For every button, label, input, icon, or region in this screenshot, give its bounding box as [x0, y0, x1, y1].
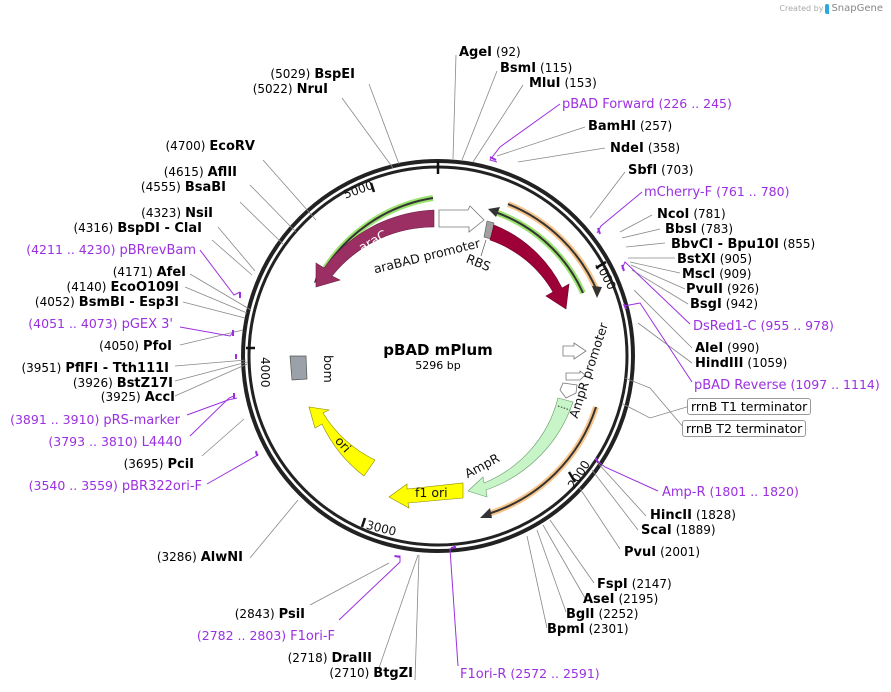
enzyme-label-bstxi[interactable]: BstXI (905) [677, 252, 753, 267]
primer-label-pbrrevbam[interactable]: (4211 .. 4230) pBRrevBam [26, 242, 196, 258]
enzyme-label-pfoi[interactable]: (4050) PfoI [99, 339, 172, 354]
enzyme-label-draiii[interactable]: (2718) DraIII [287, 651, 372, 666]
enzyme-label-asei[interactable]: AseI (2195) [583, 592, 659, 607]
enzyme-label-pcii[interactable]: (3695) PciI [123, 457, 194, 472]
primer-label-pbad-forward[interactable]: pBAD Forward (226 .. 245) [562, 96, 732, 112]
primer-label-pbr322ori-f[interactable]: (3540 .. 3559) pBR322ori-F [28, 478, 202, 494]
primer-label-f1ori-f[interactable]: (2782 .. 2803) F1ori-F [196, 628, 335, 644]
enzyme-label-bgli[interactable]: BglI (2252) [566, 607, 639, 622]
primer-label-f1ori-r[interactable]: F1ori-R (2572 .. 2591) [460, 666, 600, 682]
enzyme-label-bamhi[interactable]: BamHI (257) [588, 119, 673, 134]
credit-brand: SnapGene [831, 3, 883, 14]
tick-5000 [369, 182, 376, 193]
primer-label-prs-marker[interactable]: (3891 .. 3910) pRS-marker [10, 412, 180, 428]
enzyme-label-bpmi[interactable]: BpmI (2301) [547, 622, 629, 637]
enzyme-label-bspdi-clai[interactable]: (4316) BspDI - ClaI [73, 221, 202, 236]
enzyme-label-nsii[interactable]: (4323) NsiI [141, 206, 213, 221]
feature-bom[interactable]: bom [289, 355, 336, 383]
enzyme-label-mlui[interactable]: MluI (153) [529, 76, 597, 91]
terminator-label-rrnb-t1[interactable]: rrnB T1 terminator [687, 398, 812, 415]
tick-3000 [360, 517, 367, 528]
enzyme-label-hindiii[interactable]: HindIII (1059) [695, 356, 788, 371]
plasmid-name: pBAD mPlum [383, 341, 493, 359]
enzyme-label-bsabi[interactable]: (4555) BsaBI [140, 180, 226, 195]
enzyme-label-bsgi[interactable]: BsgI (942) [690, 297, 759, 312]
enzyme-label-ecoo109i[interactable]: (4140) EcoO109I [66, 280, 179, 295]
enzyme-label-ncoi[interactable]: NcoI (781) [657, 207, 726, 222]
enzyme-label-acci[interactable]: (3925) AccI [100, 390, 175, 405]
credit-prefix: Created by [779, 4, 824, 13]
primer-marks [232, 156, 627, 558]
plasmid-length: 5296 bp [415, 359, 461, 372]
snapgene-credit: Created by SnapGene [779, 3, 883, 14]
enzyme-label-alei[interactable]: AleI (990) [695, 341, 760, 356]
enzyme-label-bstz17i[interactable]: (3926) BstZ17I [72, 376, 173, 391]
tick-1000 [595, 260, 607, 270]
tick-label-4000: 4000 [258, 357, 272, 388]
enzyme-label-psii[interactable]: (2843) PsiI [234, 607, 305, 622]
primer-label-dsred1-c[interactable]: DsRed1-C (955 .. 978) [693, 318, 834, 334]
enzyme-label-pflfi-tth111i[interactable]: (3951) PflFI - Tth111I [21, 361, 169, 376]
enzyme-label-nrui[interactable]: (5022) NruI [252, 82, 328, 97]
enzyme-label-fspi[interactable]: FspI (2147) [597, 577, 672, 592]
enzyme-label-bbvci-bpu10i[interactable]: BbvCI - Bpu10I (855) [671, 237, 816, 252]
enzyme-label-bbsi[interactable]: BbsI (783) [665, 222, 734, 237]
enzyme-label-afei[interactable]: (4171) AfeI [112, 265, 186, 280]
enzyme-label-aflii[interactable]: (4615) AflII [163, 165, 237, 180]
feature-label-ampr: AmpR [462, 450, 502, 481]
primer-label-pbad-reverse[interactable]: pBAD Reverse (1097 .. 1114) [694, 377, 880, 393]
primer-label-amp-r[interactable]: Amp-R (1801 .. 1820) [662, 484, 799, 500]
position-ticks [246, 161, 607, 528]
enzyme-label-sbfi[interactable]: SbfI (703) [628, 163, 694, 178]
enzyme-label-pvui[interactable]: PvuI (2001) [624, 545, 700, 560]
feature-ori[interactable]: ori [308, 406, 376, 477]
enzyme-label-msci[interactable]: MscI (909) [682, 267, 752, 282]
enzyme-label-ecorv[interactable]: (4700) EcoRV [165, 139, 256, 154]
feature-label-bom: bom [321, 355, 336, 383]
feature-ampr[interactable]: AmpR [462, 397, 574, 498]
enzyme-label-hincii[interactable]: HincII (1828) [650, 508, 736, 523]
feature-f1-ori[interactable]: f1 ori [388, 482, 464, 509]
primer-label-pgex-3[interactable]: (4051 .. 4073) pGEX 3' [28, 316, 173, 332]
enzyme-leader-lines [174, 54, 693, 681]
primer-label-l4440[interactable]: (3793 .. 3810) L4440 [48, 434, 182, 450]
primer-label-mcherry-f[interactable]: mCherry-F (761 .. 780) [644, 184, 790, 200]
enzyme-label-scai[interactable]: ScaI (1889) [641, 523, 716, 538]
feature-label-f1-ori: f1 ori [415, 485, 448, 500]
enzyme-label-bsmbi-esp3i[interactable]: (4052) BsmBI - Esp3I [34, 295, 179, 310]
enzyme-label-bsmi[interactable]: BsmI (115) [500, 61, 573, 76]
tick-2000 [567, 471, 577, 483]
terminator-label-rrnb-t2[interactable]: rrnB T2 terminator [682, 420, 807, 437]
enzyme-label-btgzi[interactable]: (2710) BtgZI [329, 666, 413, 681]
enzyme-label-alwni[interactable]: (3286) AlwNI [156, 550, 243, 565]
enzyme-label-ndei[interactable]: NdeI (358) [610, 141, 681, 156]
feature-label-rbs: RBS [464, 251, 493, 274]
enzyme-label-agei[interactable]: AgeI (92) [459, 45, 521, 60]
enzyme-label-bspei[interactable]: (5029) BspEI [270, 67, 355, 82]
snapgene-logo-icon [825, 3, 830, 14]
enzyme-label-pvuii[interactable]: PvuII (926) [686, 282, 760, 297]
